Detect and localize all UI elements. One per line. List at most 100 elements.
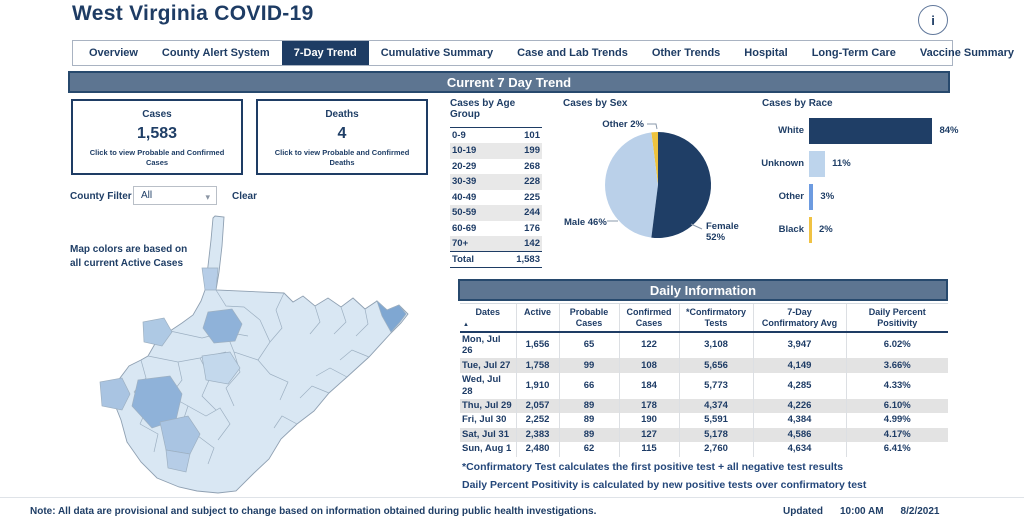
- daily-row-mon-jul-26[interactable]: Mon, Jul 26 1,656 65 122 3,108 3,947 6.02%: [460, 331, 948, 359]
- tab-case-and-lab-trends[interactable]: Case and Lab Trends: [517, 47, 628, 59]
- daily-col-header-active[interactable]: Active: [515, 303, 559, 333]
- race-category-label: Unknown: [761, 158, 804, 169]
- daily-col-header-confirmatory-tests[interactable]: *Confirmatory Tests: [678, 303, 753, 333]
- cases-card[interactable]: Cases 1,583 Click to view Probable and C…: [71, 99, 243, 175]
- daily-col-header-dates[interactable]: Dates ▲: [460, 303, 516, 333]
- map-note: Map colors are based on all current Acti…: [70, 244, 188, 269]
- daily-col-header-confirmed-cases[interactable]: Confirmed Cases: [618, 303, 679, 333]
- age-row-50-59[interactable]: 50-59 244: [450, 205, 542, 221]
- race-value-label: 84%: [939, 125, 959, 136]
- footer-note: Note: All data are provisional and subje…: [30, 506, 597, 517]
- updated-time: 10:00 AM: [840, 506, 884, 517]
- other-leader-line: [647, 123, 658, 130]
- updated-label: Updated: [783, 506, 823, 517]
- deaths-card[interactable]: Deaths 4 Click to view Probable and Conf…: [256, 99, 428, 175]
- race-value-label: 3%: [820, 191, 835, 202]
- pie-label-female-pct: 52%: [706, 232, 726, 243]
- daily-row-tue-jul-27[interactable]: Tue, Jul 27 1,758 99 108 5,656 4,149 3.66%: [460, 358, 948, 373]
- deaths-card-subtitle: Click to view Probable and Confirmed Dea…: [274, 148, 410, 167]
- county-filter-dropdown[interactable]: All ▾: [133, 186, 217, 205]
- race-row-other: Other 3%: [752, 180, 1020, 213]
- race-row-unknown: Unknown 11%: [752, 147, 1020, 180]
- footer-divider: [0, 497, 1024, 498]
- cases-card-title: Cases: [142, 109, 172, 120]
- daily-row-sat-jul-31[interactable]: Sat, Jul 31 2,383 89 127 5,178 4,586 4.17%: [460, 427, 948, 442]
- age-group-table[interactable]: 0-9 101 10-19 199 20-29 268 30-39 228 40-49 225 50…: [450, 127, 542, 268]
- daily-row-sun-aug-1[interactable]: Sun, Aug 1 2,480 62 115 2,760 4,634 6.41%: [460, 442, 948, 457]
- county-shading: [99, 267, 407, 473]
- race-value-label: 2%: [819, 224, 833, 235]
- tab-7-day-trend[interactable]: 7-Day Trend: [281, 41, 369, 65]
- footer-updated: Updated 10:00 AM 8/2/2021: [783, 506, 939, 517]
- cases-card-subtitle: Click to view Probable and Confirmed Cas…: [89, 148, 225, 167]
- race-bar-white[interactable]: [809, 117, 933, 144]
- age-row-40-49[interactable]: 40-49 225: [452, 191, 540, 203]
- age-group-panel: Cases by Age Group 0-9 101 10-19 199 20-29 26…: [450, 98, 542, 268]
- chevron-down-icon: ▾: [205, 192, 210, 202]
- pie-label-male: Male 46%: [564, 217, 607, 228]
- tab-bar: Overview County Alert System 7-Day Trend Cu…: [72, 40, 1014, 66]
- daily-info-table[interactable]: Dates ▲ Active Probable Cases Confirmed Cases *…: [460, 303, 948, 457]
- race-bar-unknown[interactable]: [809, 150, 826, 177]
- pie-slice-male[interactable]: [605, 132, 658, 238]
- age-row-70[interactable]: 70+ 142: [450, 236, 542, 252]
- tab-other-trends[interactable]: Other Trends: [651, 47, 721, 59]
- age-group-title: Cases by Age Group: [450, 98, 516, 120]
- age-row-10-19[interactable]: 10-19 199: [450, 143, 542, 159]
- deaths-card-value: 4: [337, 125, 347, 142]
- daily-table-rows: Mon, Jul 26 1,656 65 122 3,108 3,947 6.02% Tue,…: [460, 331, 948, 457]
- trend-section-title: Current 7 Day Trend: [446, 74, 572, 90]
- sex-pie[interactable]: Other 2% Male 46% Female 52%: [560, 108, 755, 258]
- page-title: West Virginia COVID-19: [72, 2, 314, 25]
- daily-row-fri-jul-30[interactable]: Fri, Jul 30 2,252 89 190 5,591 4,384 4.99%: [460, 413, 948, 428]
- info-button[interactable]: i: [918, 5, 948, 35]
- daily-col-header-probable-cases[interactable]: Probable Cases: [558, 303, 619, 333]
- age-row-30-39[interactable]: 30-39 228: [450, 174, 542, 190]
- county-filter-clear-button[interactable]: Clear: [232, 191, 258, 202]
- info-icon: i: [931, 12, 935, 28]
- daily-table-header-row: Dates ▲ Active Probable Cases Confirmed Cases *…: [460, 303, 948, 333]
- trend-section-header: Current 7 Day Trend: [68, 71, 950, 93]
- race-category-label: Other: [778, 191, 804, 202]
- age-row-20-29[interactable]: 20-29 268: [452, 160, 540, 172]
- footnotes: *Confirmatory Test calculates the first …: [462, 461, 866, 497]
- footnote-positivity: Daily Percent Positivity is calculated b…: [462, 479, 867, 491]
- tab-vaccine-summary[interactable]: Vaccine Summary: [919, 47, 1015, 59]
- deaths-card-title: Deaths: [325, 109, 359, 120]
- race-category-label: Black: [778, 224, 804, 235]
- female-leader-line: [690, 223, 703, 230]
- race-bar-black[interactable]: [809, 216, 812, 243]
- age-total-value: 1,583: [516, 253, 540, 265]
- updated-date: 8/2/2021: [900, 506, 940, 517]
- daily-row-thu-jul-29[interactable]: Thu, Jul 29 2,057 89 178 4,374 4,226 6.10%: [460, 398, 948, 413]
- county-filter-value: All: [141, 190, 153, 201]
- tab-overview[interactable]: Overview: [89, 47, 138, 59]
- pie-slice-other[interactable]: [651, 132, 658, 185]
- daily-col-header-daily-percent-positivity[interactable]: Daily Percent Positivity: [845, 303, 948, 333]
- sex-chart-title: Cases by Sex: [563, 98, 628, 109]
- race-value-label: 11%: [832, 158, 851, 169]
- tab-long-term-care[interactable]: Long-Term Care: [811, 47, 896, 59]
- tab-cumulative-summary[interactable]: Cumulative Summary: [380, 47, 494, 59]
- pie-slice-female[interactable]: [651, 132, 712, 238]
- pie-label-other: Other 2%: [602, 119, 644, 130]
- daily-row-wed-jul-28[interactable]: Wed, Jul 28 1,910 66 184 5,773 4,285 4.33%: [460, 372, 948, 399]
- age-row-60-69[interactable]: 60-69 176: [452, 222, 540, 234]
- age-total-label: Total: [452, 253, 474, 265]
- cases-card-value: 1,583: [136, 125, 178, 142]
- tab-county-alert-system[interactable]: County Alert System: [161, 47, 270, 59]
- county-filter-label: County Filter: [70, 191, 132, 202]
- race-bar-other[interactable]: [809, 183, 814, 210]
- age-row-0-9[interactable]: 0-9 101: [452, 130, 540, 141]
- race-chart-title: Cases by Race: [762, 98, 833, 109]
- wv-county-map[interactable]: [30, 210, 450, 505]
- footnote-confirmatory: *Confirmatory Test calculates the first …: [462, 461, 844, 473]
- sort-ascending-icon: ▲: [463, 322, 469, 328]
- tab-hospital[interactable]: Hospital: [744, 47, 788, 59]
- age-group-rows: 0-9 101 10-19 199 20-29 268 30-39 228 40-49 225 50…: [450, 127, 542, 252]
- pie-label-female: Female: [706, 221, 739, 232]
- daily-info-panel: Dates ▲ Active Probable Cases Confirmed Cases *…: [460, 303, 948, 457]
- daily-col-header-7-day-confirmatory-avg[interactable]: 7-Day Confirmatory Avg: [752, 303, 846, 333]
- race-bar-chart: White 84% Unknown 11% Other 3% Black 2%: [752, 114, 1020, 246]
